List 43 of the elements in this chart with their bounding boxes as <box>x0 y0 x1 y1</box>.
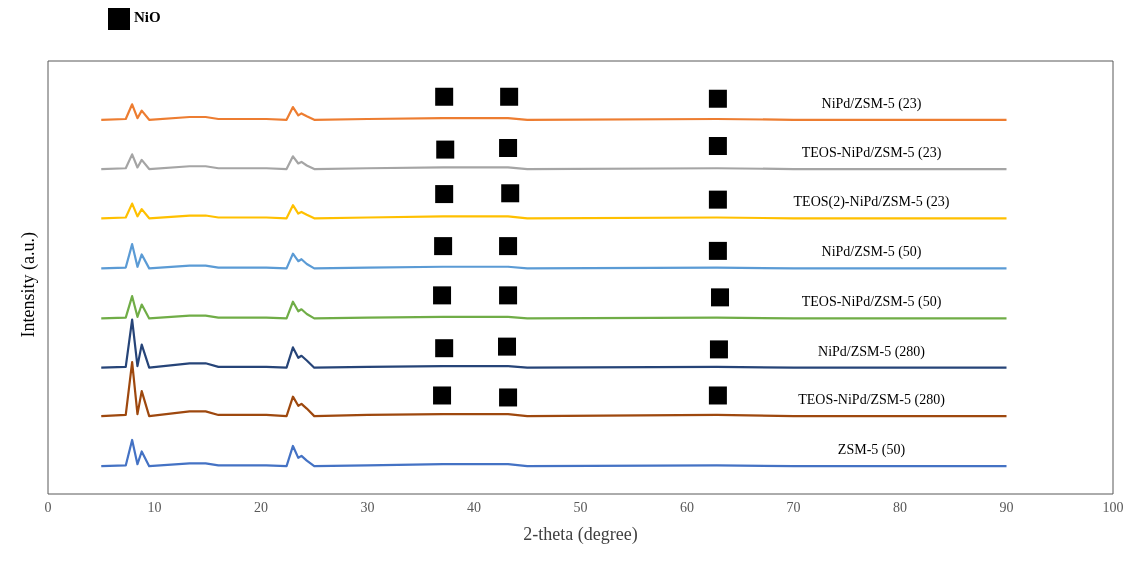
point <box>500 87 519 106</box>
point <box>433 386 452 405</box>
point <box>499 286 518 305</box>
series-label: NiPd/ZSM-5 (50) <box>821 244 922 261</box>
point <box>435 87 454 106</box>
point <box>708 137 727 156</box>
series-label: TEOS-NiPd/ZSM-5 (280) <box>798 392 946 409</box>
series-label: TEOS(2)-NiPd/ZSM-5 (23) <box>793 194 950 211</box>
series-label: TEOS-NiPd/ZSM-5 (23) <box>801 145 942 162</box>
point <box>709 340 728 359</box>
x-tick-label: 10 <box>147 499 162 515</box>
x-tick-label: 20 <box>254 499 268 515</box>
point <box>708 241 727 260</box>
point <box>436 140 455 159</box>
series-label: ZSM-5 (50) <box>837 442 906 459</box>
point <box>708 190 727 209</box>
y-axis-title: Intensity (a.u.) <box>18 232 40 338</box>
x-tick-label: 50 <box>573 499 588 515</box>
x-axis-title: 2-theta (degree) <box>523 524 638 545</box>
point <box>499 237 518 256</box>
legend-label: NiO <box>134 9 161 26</box>
point <box>501 184 520 203</box>
point <box>499 388 518 407</box>
x-tick-label: 30 <box>360 499 375 515</box>
point <box>711 288 730 307</box>
point <box>435 339 454 358</box>
point <box>434 237 453 256</box>
point <box>435 185 454 204</box>
series-label: NiPd/ZSM-5 (23) <box>821 95 922 112</box>
x-tick-label: 90 <box>999 499 1014 515</box>
series-label: TEOS-NiPd/ZSM-5 (50) <box>801 294 942 311</box>
point <box>498 337 517 356</box>
x-tick-label: 70 <box>786 499 801 515</box>
x-tick-label: 40 <box>467 499 481 515</box>
series-label: NiPd/ZSM-5 (280) <box>818 343 926 360</box>
point <box>708 386 727 405</box>
point <box>708 89 727 108</box>
point <box>433 286 452 305</box>
x-tick-label: 100 <box>1102 499 1124 515</box>
x-tick-label: 60 <box>680 499 694 515</box>
x-tick-label: 0 <box>44 499 52 515</box>
x-tick-label: 80 <box>893 499 907 515</box>
point <box>499 139 518 157</box>
